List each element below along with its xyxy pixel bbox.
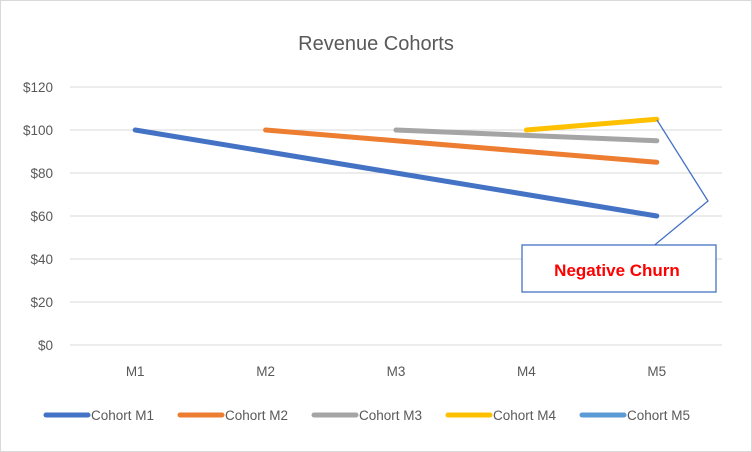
legend-item: Cohort M2 <box>177 408 288 423</box>
series-line-cohort-m2 <box>263 127 660 165</box>
series-line-cohort-m1 <box>132 127 660 219</box>
x-tick-label: M3 <box>387 364 406 379</box>
annotation-callout-line <box>650 119 709 249</box>
legend-item: Cohort M4 <box>445 408 557 423</box>
x-tick-label: M1 <box>126 364 145 379</box>
y-axis-ticks: $0 $20 $40 $60 $80 $100 $120 <box>23 80 53 353</box>
x-tick-label: M5 <box>647 364 666 379</box>
y-tick-label: $80 <box>30 166 53 181</box>
annotation-text: Negative Churn <box>554 261 680 280</box>
legend-label: Cohort M2 <box>225 408 288 423</box>
legend-item: Cohort M3 <box>311 408 422 423</box>
x-axis-ticks: M1 M2 M3 M4 M5 <box>126 364 666 379</box>
series-line-cohort-m3 <box>393 127 660 144</box>
x-tick-label: M4 <box>517 364 536 379</box>
series-line-cohort-m4 <box>523 116 660 133</box>
chart-title: Revenue Cohorts <box>298 33 454 55</box>
legend-label: Cohort M5 <box>627 408 690 423</box>
x-tick-label: M2 <box>256 364 275 379</box>
legend-item: Cohort M5 <box>579 408 690 423</box>
legend-label: Cohort M1 <box>91 408 154 423</box>
y-tick-label: $20 <box>30 295 53 310</box>
legend-item: Cohort M1 <box>43 408 154 423</box>
legend: Cohort M1 Cohort M2 Cohort M3 Cohort M4 Coho… <box>43 408 690 423</box>
y-tick-label: $120 <box>23 80 53 95</box>
legend-label: Cohort M3 <box>359 408 422 423</box>
gridlines <box>70 86 722 346</box>
annotation-negative-churn: Negative Churn <box>521 119 717 293</box>
series-lines <box>132 116 660 219</box>
y-tick-label: $100 <box>23 123 53 138</box>
y-tick-label: $0 <box>38 338 53 353</box>
y-tick-label: $60 <box>30 209 53 224</box>
annotation-box <box>521 244 717 293</box>
y-tick-label: $40 <box>30 252 53 267</box>
legend-label: Cohort M4 <box>493 408 557 423</box>
